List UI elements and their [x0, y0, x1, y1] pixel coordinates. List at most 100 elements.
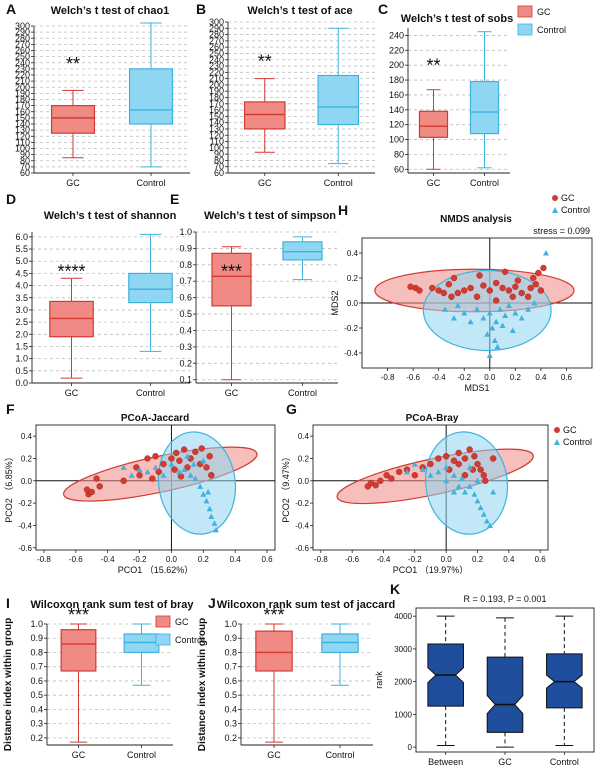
panel-letter: G: [286, 401, 297, 417]
y-tick-label: 160: [15, 107, 30, 117]
panel-letter: E: [170, 191, 179, 207]
data-point-control: [531, 300, 538, 306]
box-iqr: [60, 629, 97, 672]
y-tick-label: 2.5: [15, 317, 28, 327]
plot-frame: [312, 424, 549, 551]
data-point-control: [483, 517, 490, 524]
data-point-control: [525, 306, 532, 312]
y-axis-label: PCO2 （9.47%）: [281, 452, 291, 523]
data-point-gc: [461, 472, 469, 479]
significance-stars: ***: [68, 605, 89, 625]
y-tick-label: 200: [389, 60, 404, 70]
y-axis-label: PCO2 （6.85%）: [4, 452, 14, 523]
data-point-gc: [176, 457, 183, 464]
y-tick-label: 5.5: [15, 244, 28, 254]
x-tick-label: GC: [498, 757, 512, 767]
y-axis-label: rank: [374, 671, 384, 689]
data-point-control: [490, 488, 497, 495]
x-tick-label: Between: [428, 757, 463, 767]
data-point-gc: [524, 293, 532, 300]
confidence-ellipse-ctrl: [157, 431, 237, 535]
data-point-gc: [450, 274, 458, 282]
y-tick-label: -0.6: [295, 544, 309, 553]
y-tick-label: 0.7: [179, 276, 192, 286]
data-point-gc: [505, 287, 513, 294]
chart-title: Welch’s t test of simpson: [204, 210, 336, 222]
y-tick-label: 60: [20, 168, 30, 178]
legend-marker-ctrl: [554, 439, 560, 445]
panel-c: C Welch’s t test of sobs 60 80 100 120 140 160 1…: [378, 1, 566, 188]
legend-swatch-ctrl: [155, 633, 171, 646]
x-tick-label: -0.8: [314, 555, 328, 564]
box-iqr: [50, 105, 96, 134]
x-tick-label: 0.2: [510, 373, 522, 382]
data-point-control: [451, 472, 457, 478]
data-point-control: [411, 461, 418, 467]
legend-marker-gc: [554, 427, 560, 433]
panel-g: G PCoA-Bray -0.8 -0.6 -0.4 -0.2 0.0 0.2 0.4 0.6 -0…: [281, 401, 592, 575]
x-tick-label: GC: [72, 750, 86, 760]
stress-value: stress = 0.099: [533, 226, 590, 236]
data-point-control: [427, 472, 434, 478]
data-point-control: [493, 318, 500, 325]
x-tick-label: 0.2: [198, 555, 210, 564]
x-tick-label: -0.2: [457, 373, 471, 382]
data-point-gc: [527, 284, 534, 292]
data-point-gc: [416, 287, 423, 294]
x-axis-label: PCO1 （15.62%）: [118, 565, 194, 575]
data-point-control: [454, 302, 461, 308]
data-point-control: [152, 464, 159, 470]
y-tick-label: 0.4: [298, 432, 310, 441]
y-tick-label: 150: [15, 113, 30, 123]
data-point-control: [512, 310, 519, 316]
x-tick-label: Control: [324, 178, 353, 188]
y-tick-label: 0.5: [30, 690, 43, 700]
y-tick-label: 0.6: [179, 293, 192, 303]
y-tick-label: 290: [15, 27, 30, 37]
data-point-gc: [514, 277, 522, 284]
data-point-control: [499, 322, 506, 328]
y-tick-label: 140: [15, 119, 30, 129]
data-point-control: [451, 315, 457, 321]
data-point-gc: [492, 279, 500, 287]
y-tick-label: 260: [15, 46, 30, 56]
y-tick-label: 0.0: [21, 477, 33, 486]
y-tick-label: 1.5: [15, 341, 28, 351]
y-tick-label: 190: [209, 86, 224, 96]
y-tick-label: 4.0: [15, 281, 28, 291]
y-tick-label: 150: [209, 111, 224, 121]
data-point-control: [486, 352, 493, 358]
data-point-control: [458, 475, 465, 482]
y-tick-label: 0.5: [15, 366, 28, 376]
x-tick-label: 0.6: [535, 555, 547, 564]
data-point-control: [455, 483, 462, 489]
y-tick-label: 0.9: [179, 243, 192, 253]
data-point-control: [404, 468, 410, 475]
y-tick-label: 160: [389, 90, 404, 100]
significance-stars: **: [258, 51, 272, 71]
data-point-control: [480, 511, 487, 517]
data-point-control: [502, 312, 509, 318]
legend-label: Control: [175, 635, 204, 645]
y-tick-label: -0.2: [344, 324, 358, 333]
y-tick-label: 190: [15, 88, 30, 98]
data-point-gc: [480, 472, 487, 479]
data-point-gc: [473, 293, 481, 300]
y-axis-label: Distance index within group: [197, 618, 208, 751]
data-point-control: [120, 464, 127, 470]
y-tick-label: 6.0: [15, 232, 28, 242]
x-tick-label: 0.2: [472, 555, 484, 564]
box-iqr: [255, 630, 293, 672]
panel-b: B Welch’s t test of ace607080901001101201…: [196, 1, 375, 188]
y-tick-label: 0.8: [30, 647, 43, 657]
y-tick-label: 220: [389, 45, 404, 55]
y-tick-label: 270: [15, 39, 30, 49]
data-point-control: [213, 526, 220, 533]
x-tick-label: Control: [288, 388, 317, 398]
data-point-gc: [489, 455, 497, 462]
y-tick-label: 70: [20, 162, 30, 172]
data-point-gc: [377, 477, 384, 485]
box-iqr: [317, 74, 360, 126]
data-point-gc: [501, 268, 509, 275]
